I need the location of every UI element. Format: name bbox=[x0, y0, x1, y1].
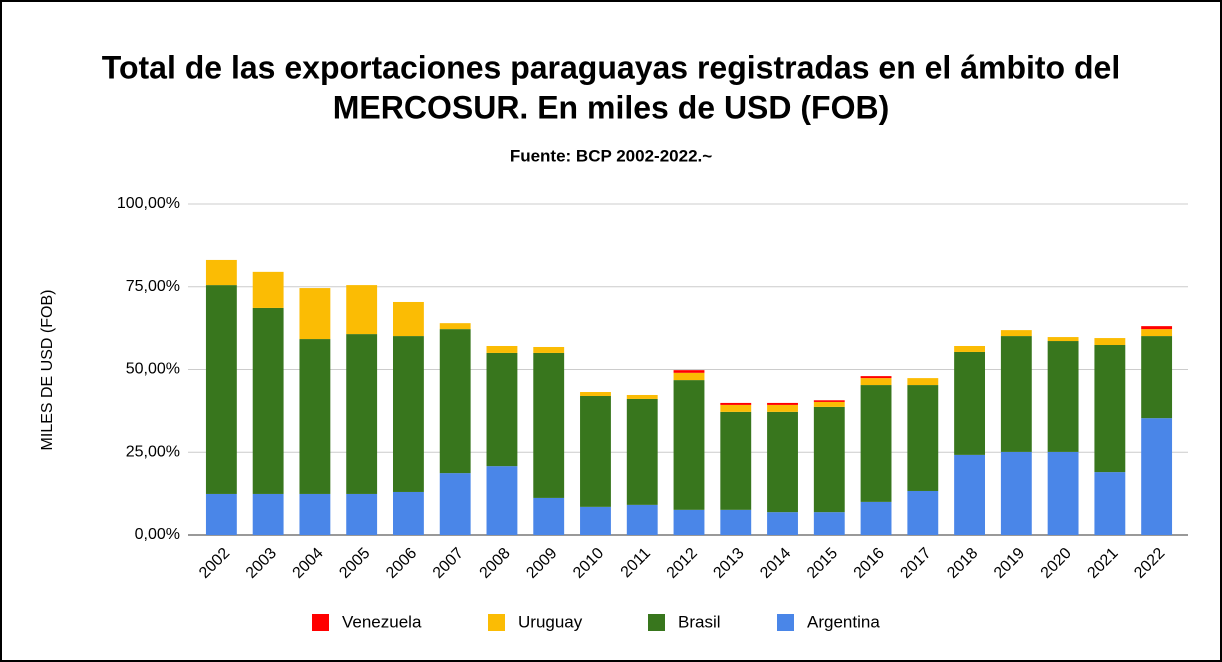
bar-segment bbox=[767, 411, 798, 513]
legend-label: Argentina bbox=[807, 612, 880, 631]
bar-segment bbox=[299, 288, 331, 340]
bar-segment bbox=[626, 394, 658, 399]
bar-segment bbox=[767, 402, 798, 405]
legend-swatch bbox=[777, 614, 794, 631]
bar-segment bbox=[346, 493, 378, 535]
bar-segment bbox=[1141, 336, 1173, 419]
bar-segment bbox=[533, 352, 565, 498]
bar-segment bbox=[1000, 451, 1032, 535]
bar-segment bbox=[720, 404, 752, 412]
bar-segment bbox=[580, 506, 611, 535]
bar-segment bbox=[392, 336, 424, 492]
bar-segment bbox=[580, 392, 611, 396]
bar-segment bbox=[813, 400, 845, 402]
bar-segment bbox=[252, 493, 284, 535]
bar-segment bbox=[1047, 341, 1079, 452]
bar-segment bbox=[860, 385, 892, 502]
legend-swatch bbox=[648, 614, 665, 631]
y-tick-label: 100,00% bbox=[117, 195, 180, 212]
bar-segment bbox=[813, 406, 845, 513]
bar-segment bbox=[860, 376, 892, 379]
bar-segment bbox=[299, 493, 331, 535]
bar-segment bbox=[720, 411, 752, 510]
bar-segment bbox=[673, 380, 705, 510]
chart-subtitle: Fuente: BCP 2002-2022.~ bbox=[510, 146, 712, 165]
chart-title: MERCOSUR. En miles de USD (FOB) bbox=[333, 89, 890, 125]
bar-segment bbox=[1141, 326, 1173, 330]
y-tick-label: 0,00% bbox=[135, 526, 180, 543]
bar-segment bbox=[486, 352, 518, 467]
bar-segment bbox=[1141, 418, 1173, 535]
bar-segment bbox=[954, 454, 986, 535]
bar-segment bbox=[392, 301, 424, 337]
bar-segment bbox=[1047, 337, 1079, 342]
bar-segment bbox=[907, 378, 939, 386]
chart-title: Total de las exportaciones paraguayas re… bbox=[102, 49, 1120, 85]
y-tick-label: 50,00% bbox=[126, 361, 180, 378]
bar-segment bbox=[252, 307, 284, 494]
bar-segment bbox=[1047, 451, 1079, 535]
bar-segment bbox=[439, 323, 471, 330]
bar-segment bbox=[1141, 329, 1173, 337]
y-tick-label: 25,00% bbox=[126, 443, 180, 460]
legend-swatch bbox=[488, 614, 505, 631]
bar-segment bbox=[533, 497, 565, 535]
bar-segment bbox=[346, 334, 378, 494]
bar-segment bbox=[1094, 338, 1126, 346]
bar-segment bbox=[205, 285, 237, 494]
bar-segment bbox=[205, 493, 237, 535]
bar-segment bbox=[626, 398, 658, 505]
y-axis-label: MILES DE USD (FOB) bbox=[39, 290, 56, 451]
bar-segment bbox=[1094, 345, 1126, 473]
bar-segment bbox=[720, 402, 752, 405]
bar-segment bbox=[954, 351, 986, 455]
bar-segment bbox=[299, 339, 331, 494]
bar-segment bbox=[486, 466, 518, 535]
legend-label: Uruguay bbox=[518, 612, 583, 631]
legend-label: Venezuela bbox=[342, 612, 422, 631]
legend-label: Brasil bbox=[678, 612, 721, 631]
bar-segment bbox=[954, 345, 986, 352]
bar-segment bbox=[673, 509, 705, 535]
bar-segment bbox=[673, 370, 705, 373]
bar-segment bbox=[767, 404, 798, 412]
bar-segment bbox=[907, 385, 939, 491]
bar-segment bbox=[813, 401, 845, 407]
bar-segment bbox=[439, 473, 471, 535]
bar-segment bbox=[1000, 330, 1032, 337]
bar-segment bbox=[392, 491, 424, 535]
bar-segment bbox=[1000, 336, 1032, 452]
bar-segment bbox=[346, 285, 378, 335]
bar-segment bbox=[1094, 472, 1126, 535]
bar-segment bbox=[720, 509, 752, 535]
bar-segment bbox=[486, 345, 518, 353]
bar-segment bbox=[673, 372, 705, 381]
bar-segment bbox=[860, 378, 892, 386]
bar-segment bbox=[533, 346, 565, 353]
bar-segment bbox=[907, 490, 939, 535]
legend-swatch bbox=[312, 614, 329, 631]
bar-segment bbox=[860, 501, 892, 535]
y-tick-label: 75,00% bbox=[126, 278, 180, 295]
bar-segment bbox=[439, 329, 471, 474]
bar-segment bbox=[626, 504, 658, 535]
bar-segment bbox=[767, 512, 798, 535]
bar-segment bbox=[252, 271, 284, 308]
bar-segment bbox=[580, 395, 611, 507]
bar-segment bbox=[205, 259, 237, 286]
bar-segment bbox=[813, 512, 845, 535]
